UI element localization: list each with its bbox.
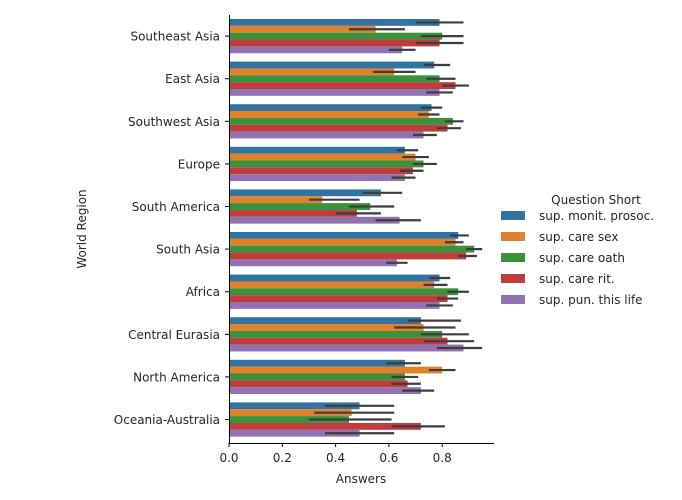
- bar: [229, 402, 360, 410]
- bar: [229, 302, 440, 309]
- bar: [229, 274, 440, 282]
- legend-title: Question Short: [551, 193, 641, 207]
- bar: [229, 422, 421, 430]
- bar: [229, 373, 405, 381]
- bar: [229, 19, 440, 26]
- bar: [229, 32, 443, 40]
- bar: [229, 281, 435, 289]
- bar: [229, 89, 440, 96]
- y-tick-label: North America: [133, 370, 220, 384]
- bar: [229, 82, 456, 89]
- bar: [229, 216, 400, 224]
- y-tick-label: Europe: [178, 157, 220, 171]
- bar: [229, 104, 432, 112]
- x-axis-ticks: 0.0 0.2 0.4 0.6 0.8: [219, 443, 452, 465]
- bar: [229, 252, 467, 260]
- bar: [229, 46, 403, 54]
- bar: [229, 203, 371, 210]
- bar: [229, 317, 421, 325]
- x-tick-label: 0.8: [433, 451, 452, 465]
- x-tick-label: 0.0: [219, 451, 238, 465]
- y-tick-label: South America: [132, 200, 220, 214]
- x-axis-label: Answers: [336, 472, 386, 486]
- legend-entry: sup. monit. prosoc.: [539, 209, 654, 223]
- plot-area: [229, 19, 483, 437]
- legend: Question Short sup. monit. prosoc. sup. c…: [501, 193, 654, 307]
- bar: [229, 146, 405, 154]
- bar: [229, 153, 416, 161]
- bar: [229, 39, 440, 47]
- bar: [229, 160, 424, 168]
- legend-entry: sup. care sex: [539, 230, 618, 244]
- legend-swatch: [501, 295, 525, 304]
- x-tick-label: 0.6: [379, 451, 398, 465]
- bar: [229, 232, 459, 239]
- y-axis-label: World Region: [75, 189, 89, 268]
- bar: [229, 174, 405, 182]
- legend-swatch: [501, 232, 525, 241]
- y-tick-label: Southwest Asia: [128, 115, 220, 129]
- y-tick-label: Africa: [186, 285, 220, 299]
- bar: [229, 111, 429, 118]
- legend-swatch: [501, 253, 525, 262]
- x-tick-label: 0.2: [273, 451, 292, 465]
- bar: [229, 337, 448, 345]
- bar: [229, 245, 475, 253]
- bar: [229, 259, 397, 267]
- bar: [229, 124, 448, 132]
- bar: [229, 75, 440, 83]
- bar: [229, 117, 453, 125]
- y-tick-label: South Asia: [156, 243, 220, 257]
- bar: [229, 189, 381, 197]
- bar: [229, 324, 424, 331]
- bar: [229, 196, 323, 204]
- bar: [229, 209, 357, 217]
- y-tick-label: Central Eurasia: [128, 328, 220, 342]
- legend-swatch: [501, 211, 525, 220]
- bar: [229, 380, 408, 388]
- bar: [229, 359, 405, 367]
- legend-swatch: [501, 274, 525, 283]
- bar: [229, 429, 360, 437]
- x-tick-label: 0.4: [326, 451, 345, 465]
- bar: [229, 387, 421, 395]
- bar: [229, 167, 413, 175]
- bar: [229, 344, 464, 352]
- bar: [229, 295, 448, 302]
- bar: [229, 25, 376, 33]
- bar: [229, 131, 424, 139]
- bar: [229, 238, 456, 246]
- bar: [229, 416, 349, 423]
- legend-entry: sup. care oath: [539, 251, 625, 265]
- bar: [229, 288, 459, 296]
- bar: [229, 366, 443, 374]
- bar: [229, 68, 395, 76]
- y-tick-label: Southeast Asia: [130, 30, 220, 44]
- legend-entry: sup. care rit.: [539, 272, 615, 286]
- bar: [229, 61, 435, 69]
- y-tick-label: Oceania-Australia: [114, 413, 220, 427]
- bar: [229, 330, 443, 338]
- bar: [229, 409, 352, 417]
- y-axis-ticks: Southeast Asia East Asia Southwest Asia Eur…: [114, 30, 229, 427]
- y-tick-label: East Asia: [165, 72, 220, 86]
- legend-entry: sup. pun. this life: [539, 293, 643, 307]
